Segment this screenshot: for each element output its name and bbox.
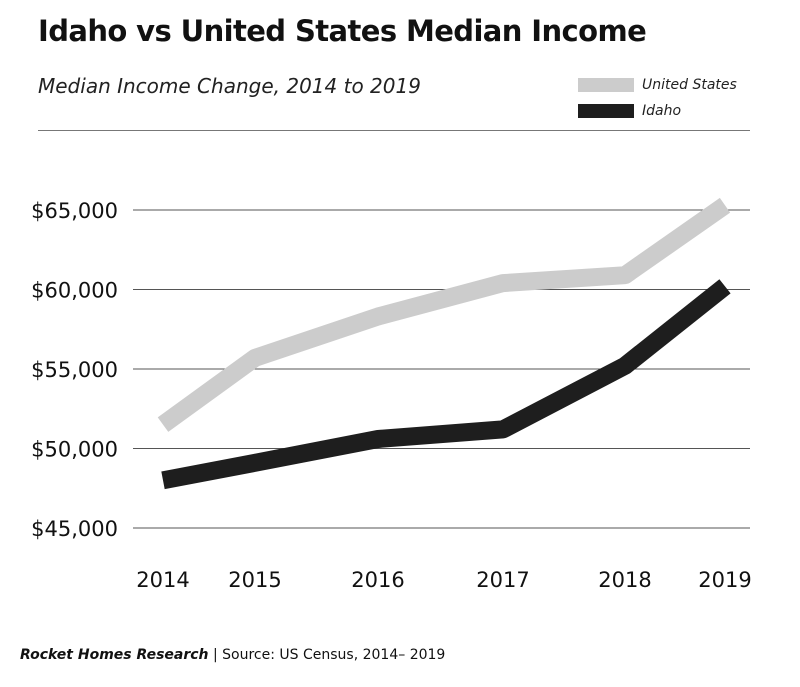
legend-item-idaho: Idaho — [578, 98, 737, 124]
x-tick-label: 2017 — [476, 568, 529, 592]
chart-subtitle: Median Income Change, 2014 to 2019 — [38, 74, 421, 98]
x-tick-label: 2018 — [598, 568, 651, 592]
y-tick-label: $60,000 — [31, 279, 118, 303]
footer-separator: | — [208, 647, 223, 663]
legend-label-united-states: United States — [642, 77, 737, 93]
footer-brand: Rocket Homes Research — [20, 647, 209, 663]
chart-title: Idaho vs United States Median Income — [38, 14, 647, 48]
legend-swatch-idaho — [578, 104, 634, 118]
footer-source: Rocket Homes Research | Source: US Censu… — [20, 647, 445, 663]
x-tick-label: 2015 — [228, 568, 281, 592]
header-divider — [38, 130, 750, 131]
x-tick-label: 2014 — [136, 568, 189, 592]
x-tick-label: 2016 — [351, 568, 404, 592]
y-tick-label: $50,000 — [31, 438, 118, 462]
y-tick-label: $45,000 — [31, 517, 118, 541]
line-united-states — [157, 197, 731, 432]
legend-label-idaho: Idaho — [642, 103, 682, 119]
legend: United States Idaho — [578, 72, 737, 124]
legend-swatch-united-states — [578, 78, 634, 92]
y-tick-label: $55,000 — [31, 358, 118, 382]
legend-item-united-states: United States — [578, 72, 737, 98]
y-tick-label: $65,000 — [31, 199, 118, 223]
x-tick-label: 2019 — [698, 568, 751, 592]
footer-source-text: Source: US Census, 2014– 2019 — [222, 647, 446, 663]
line-idaho — [161, 279, 731, 490]
